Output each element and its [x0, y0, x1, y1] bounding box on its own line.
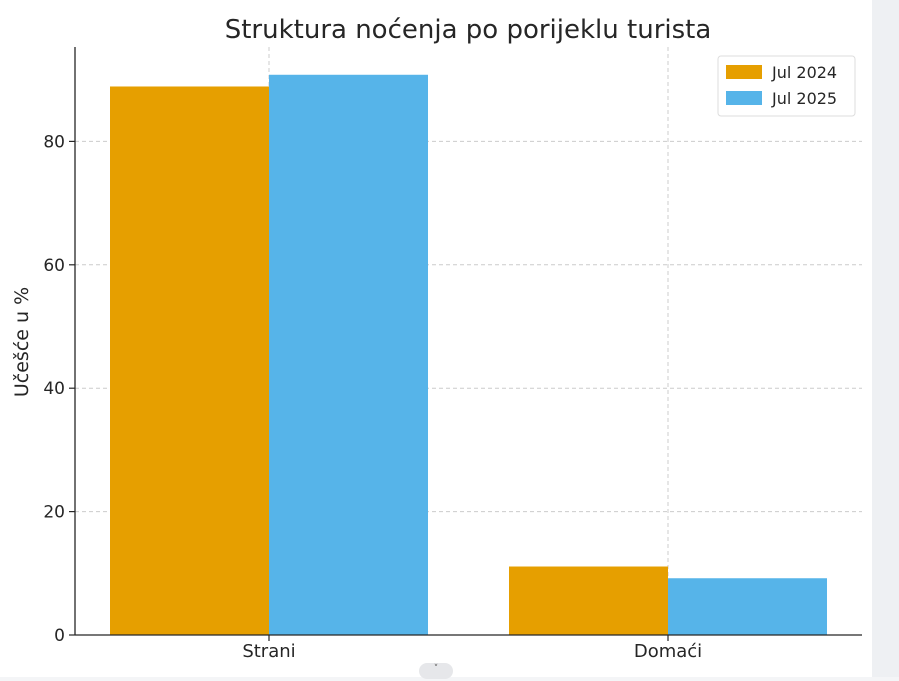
y-ticks: 0 20 40 60 80: [43, 132, 75, 646]
y-tick-label: 0: [54, 626, 65, 646]
legend: Jul 2024 Jul 2025: [717, 55, 856, 117]
bar-jul-2024-domaći: [509, 566, 668, 635]
chart-title: Struktura noćenja po porijeklu turista: [225, 15, 712, 45]
y-tick-label: 20: [43, 503, 65, 523]
axes: [74, 47, 862, 636]
scrollbar-track[interactable]: [872, 0, 899, 677]
bar-jul-2025-strani: [269, 74, 428, 635]
bar-chart: Struktura noćenja po porijeklu turista 0…: [11, 15, 862, 662]
chevron-down-icon: ˅: [433, 664, 439, 674]
bars: [110, 74, 827, 636]
scroll-down-button[interactable]: ˅: [419, 663, 453, 679]
x-tick-label: Domaći: [634, 641, 702, 662]
legend-label: Jul 2024: [771, 63, 837, 82]
x-ticks: Strani Domaći: [242, 635, 702, 662]
y-axis-label: Učešće u %: [11, 287, 33, 397]
bar-jul-2025-domaći: [668, 578, 827, 635]
chart-frame: Struktura noćenja po porijeklu turista 0…: [0, 0, 872, 677]
legend-swatch: [726, 65, 762, 79]
x-tick-label: Strani: [242, 641, 295, 662]
y-tick-label: 80: [43, 132, 65, 152]
y-tick-label: 60: [43, 256, 65, 276]
bar-jul-2024-strani: [110, 86, 269, 636]
legend-swatch: [726, 91, 762, 105]
legend-label: Jul 2025: [771, 89, 837, 108]
y-tick-label: 40: [43, 379, 65, 399]
